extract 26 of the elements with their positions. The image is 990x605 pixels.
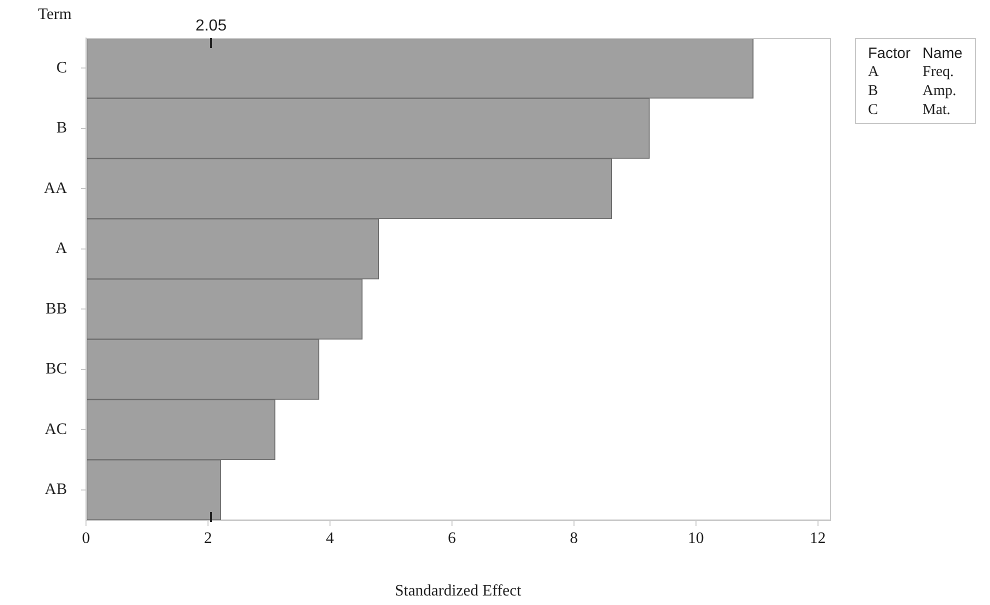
y-tick-label: AC xyxy=(44,420,67,438)
x-tick-label: 2 xyxy=(204,530,212,547)
y-tick-label: A xyxy=(55,240,68,258)
y-tick-label: C xyxy=(56,59,67,76)
text: Name xyxy=(922,45,963,62)
x-tick-label: 0 xyxy=(82,530,90,547)
text: A xyxy=(868,64,880,81)
y-axis-title: Term xyxy=(38,6,72,24)
text: B xyxy=(868,83,880,100)
y-tick-label: AB xyxy=(44,481,67,498)
x-tick-label: 6 xyxy=(448,530,456,547)
y-tick-label: B xyxy=(56,120,67,137)
x-tick-label: 8 xyxy=(570,530,578,547)
y-tick-label: BB xyxy=(46,300,67,318)
text: Factor xyxy=(868,45,911,62)
x-tick-label: 10 xyxy=(688,530,704,547)
text: Amp. xyxy=(922,83,958,100)
text: C xyxy=(868,102,880,119)
y-tick-label: BC xyxy=(46,360,67,378)
x-axis-title: Standardized Effect xyxy=(394,582,522,600)
y-tick-label: AA xyxy=(44,180,68,197)
ref-line-label: 2.05 xyxy=(195,17,227,34)
x-tick-label: 12 xyxy=(810,530,826,547)
x-tick-label: 4 xyxy=(326,530,334,547)
text: Mat. xyxy=(922,102,952,119)
text: Freq. xyxy=(922,64,955,81)
